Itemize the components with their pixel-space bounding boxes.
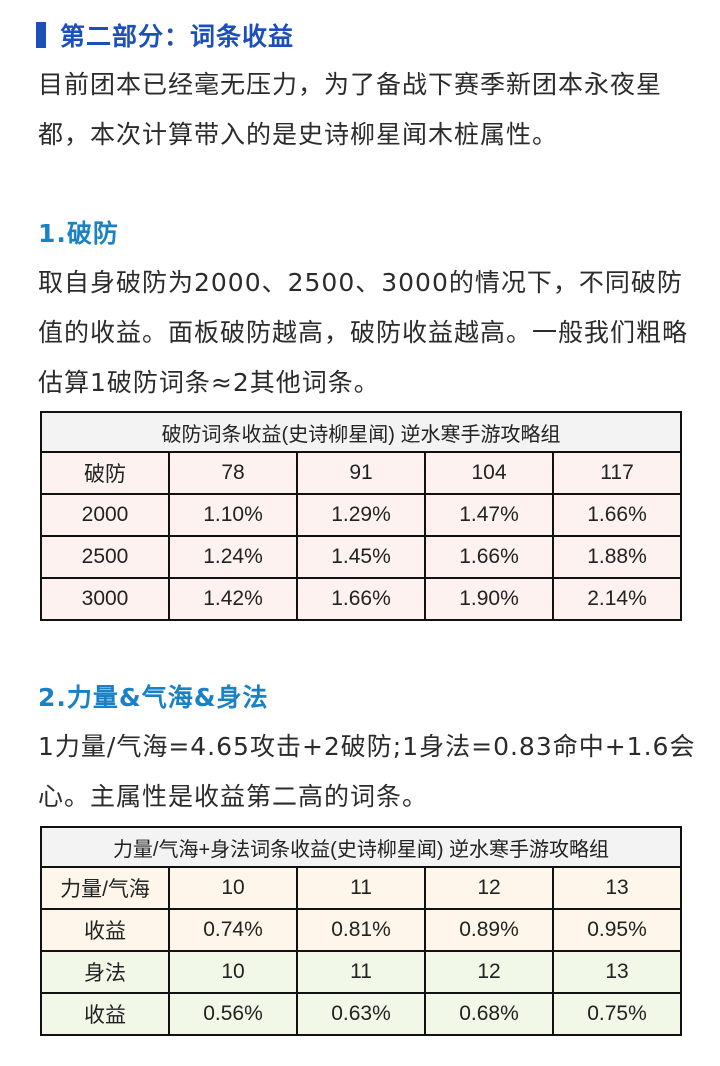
header-cell: 117 <box>551 451 683 495</box>
table-cell: 3000 <box>40 577 170 621</box>
table-cell: 1.88% <box>551 535 683 579</box>
table-cell: 0.68% <box>424 992 554 1036</box>
table-cell: 力量/气海 <box>40 866 170 910</box>
table-caption: 力量/气海+身法词条收益(史诗柳星闻) 逆水寒手游攻略组 <box>40 826 682 868</box>
table-cell: 1.90% <box>424 577 554 621</box>
part2-title: 2.力量&气海&身法 <box>38 683 269 712</box>
table-cell: 0.56% <box>168 992 298 1036</box>
table-cell: 0.74% <box>168 908 298 952</box>
table-cell: 身法 <box>40 950 170 994</box>
table-cell: 11 <box>296 866 426 910</box>
table-cell: 0.81% <box>296 908 426 952</box>
table-cell: 11 <box>296 950 426 994</box>
table-cell: 0.75% <box>552 992 682 1036</box>
table-cell: 2000 <box>40 493 170 537</box>
table-header-row: 破防 78 91 104 117 <box>40 451 683 495</box>
table-row: 收益 0.56% 0.63% 0.68% 0.75% <box>40 992 682 1036</box>
part1-title: 1.破防 <box>38 219 119 248</box>
table-cell: 1.66% <box>551 493 683 537</box>
table-cell: 1.24% <box>168 535 298 579</box>
header-cell: 91 <box>296 451 426 495</box>
table-cell: 1.42% <box>168 577 298 621</box>
table-row: 3000 1.42% 1.66% 1.90% 2.14% <box>40 577 683 621</box>
table-cell: 10 <box>168 866 298 910</box>
table-row: 2500 1.24% 1.45% 1.66% 1.88% <box>40 535 683 579</box>
table-cell: 10 <box>168 950 298 994</box>
table-cell: 12 <box>424 950 554 994</box>
table-row: 收益 0.74% 0.81% 0.89% 0.95% <box>40 908 682 952</box>
table-cell: 0.63% <box>296 992 426 1036</box>
part1-paragraph: 取自身破防为2000、2500、3000的情况下，不同破防值的收益。面板破防越高… <box>38 268 689 397</box>
table-cell: 0.95% <box>552 908 682 952</box>
table-cell: 12 <box>424 866 554 910</box>
table-cell: 1.66% <box>296 577 426 621</box>
header-cell: 104 <box>424 451 554 495</box>
section-accent-bar <box>36 22 46 48</box>
table-cell: 1.10% <box>168 493 298 537</box>
table-cell: 1.29% <box>296 493 426 537</box>
table-cell: 13 <box>552 866 682 910</box>
table-cell: 13 <box>552 950 682 994</box>
table-row: 2000 1.10% 1.29% 1.47% 1.66% <box>40 493 683 537</box>
table-caption: 破防词条收益(史诗柳星闻) 逆水寒手游攻略组 <box>39 411 683 453</box>
section-header: 第二部分：词条收益 <box>36 17 294 53</box>
intro-paragraph: 目前团本已经毫无压力，为了备战下赛季新团本永夜星都，本次计算带入的是史诗柳星闻木… <box>38 70 663 149</box>
table-row: 身法 10 11 12 13 <box>40 950 682 994</box>
table-cell: 收益 <box>40 992 170 1036</box>
header-cell: 78 <box>168 451 298 495</box>
part2-paragraph: 1力量/气海=4.65攻击+2破防;1身法=0.83命中+1.6会心。主属性是收… <box>38 732 696 811</box>
attribute-table: 力量/气海+身法词条收益(史诗柳星闻) 逆水寒手游攻略组 力量/气海 10 11… <box>40 826 682 1036</box>
table-cell: 0.89% <box>424 908 554 952</box>
section-title: 第二部分：词条收益 <box>60 22 295 51</box>
header-cell: 破防 <box>40 451 170 495</box>
table-cell: 2.14% <box>551 577 683 621</box>
table-cell: 2500 <box>40 535 170 579</box>
table-row: 力量/气海 10 11 12 13 <box>40 866 682 910</box>
table-cell: 1.66% <box>424 535 554 579</box>
table-cell: 收益 <box>40 908 170 952</box>
table-cell: 1.45% <box>296 535 426 579</box>
penetration-table: 破防词条收益(史诗柳星闻) 逆水寒手游攻略组 破防 78 91 104 117 … <box>39 411 683 621</box>
table-cell: 1.47% <box>424 493 554 537</box>
